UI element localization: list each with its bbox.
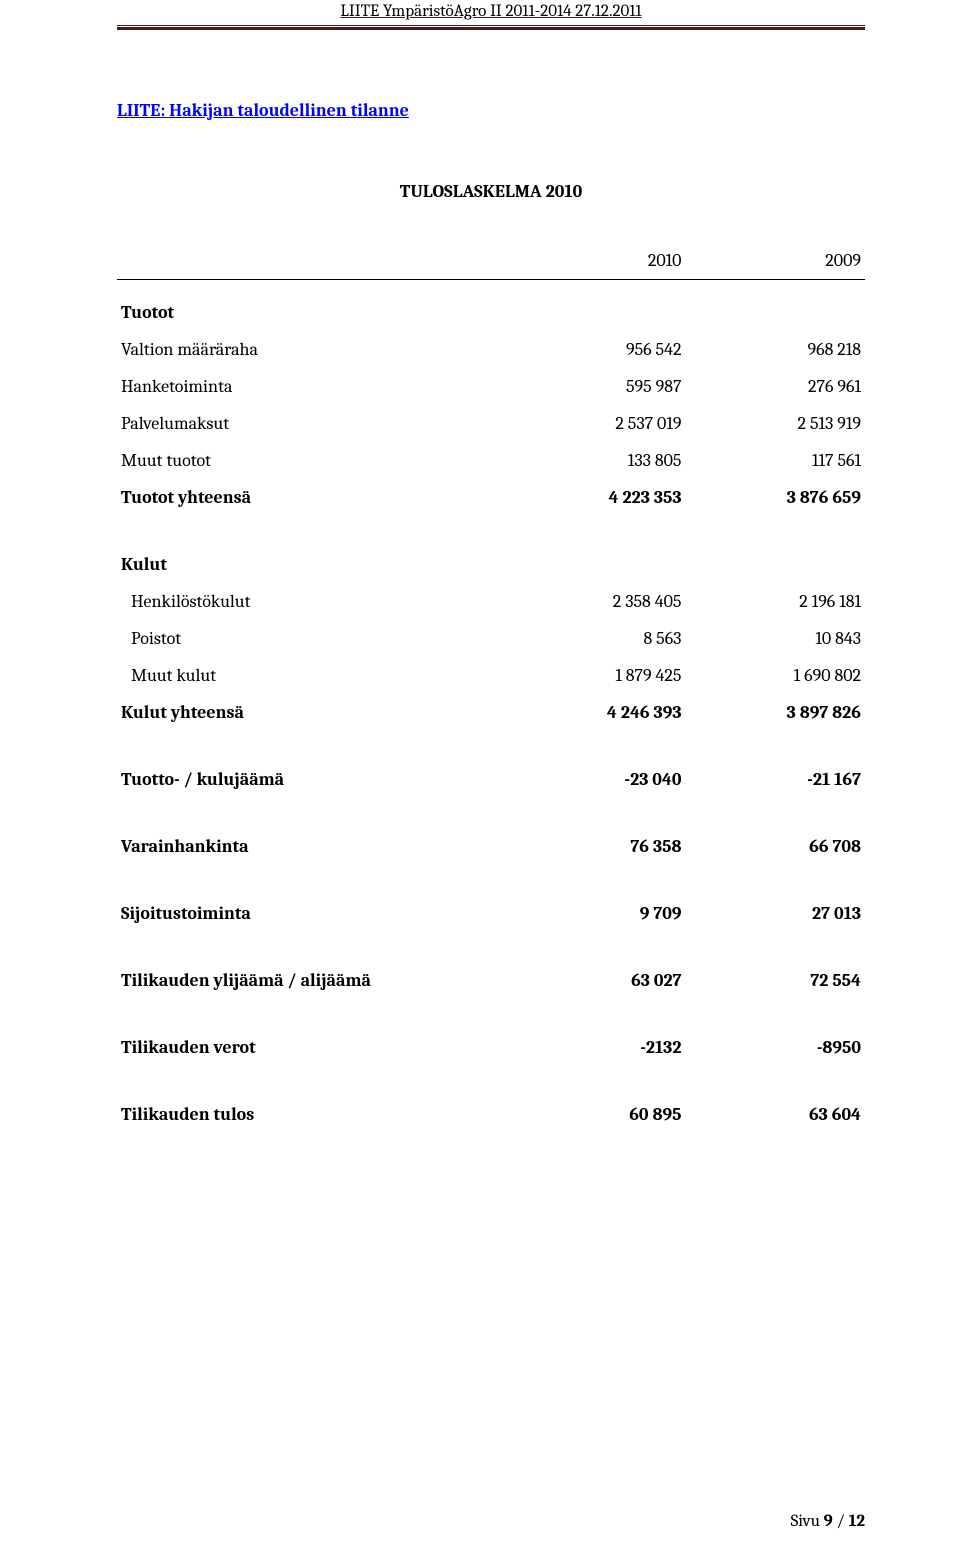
row-muut-tuotot: Muut tuotot 133 805 117 561	[117, 442, 865, 479]
val-verot-c2: -8950	[685, 1029, 865, 1066]
row-tuotto-kulujaama: Tuotto- / kulujäämä -23 040 -21 167	[117, 761, 865, 798]
row-tuotot-yht: Tuotot yhteensä 4 223 353 3 876 659	[117, 479, 865, 516]
val-hanketoiminta-c1: 595 987	[506, 368, 686, 405]
label-muut-tuotot: Muut tuotot	[117, 442, 506, 479]
row-poistot: Poistot 8 563 10 843	[117, 620, 865, 657]
row-palvelumaksut: Palvelumaksut 2 537 019 2 513 919	[117, 405, 865, 442]
label-poistot: Poistot	[117, 620, 506, 657]
val-kulut-yht-c2: 3 897 826	[685, 694, 865, 731]
val-palvelumaksut-c1: 2 537 019	[506, 405, 686, 442]
val-ylij-alij-c1: 63 027	[506, 962, 686, 999]
val-tulos-c1: 60 895	[506, 1096, 686, 1133]
section-title-link[interactable]: LIITE: Hakijan taloudellinen tilanne	[117, 100, 409, 121]
row-muut-kulut: Muut kulut 1 879 425 1 690 802	[117, 657, 865, 694]
label-tuotot-yht: Tuotot yhteensä	[117, 479, 506, 516]
val-muut-tuotot-c1: 133 805	[506, 442, 686, 479]
label-verot: Tilikauden verot	[117, 1029, 506, 1066]
label-hanketoiminta: Hanketoiminta	[117, 368, 506, 405]
kulut-header-row: Kulut	[117, 546, 865, 583]
label-henkilosto: Henkilöstökulut	[117, 583, 506, 620]
val-valtion-c1: 956 542	[506, 331, 686, 368]
row-kulut-yht: Kulut yhteensä 4 246 393 3 897 826	[117, 694, 865, 731]
val-poistot-c1: 8 563	[506, 620, 686, 657]
val-tulos-c2: 63 604	[685, 1096, 865, 1133]
label-tulos: Tilikauden tulos	[117, 1096, 506, 1133]
page: LIITE YmpäristöAgro II 2011-2014 27.12.2…	[0, 0, 960, 1557]
label-varainhankinta: Varainhankinta	[117, 828, 506, 865]
header-rule-thick	[117, 27, 865, 30]
val-hanketoiminta-c2: 276 961	[685, 368, 865, 405]
val-tuotto-kulu-c2: -21 167	[685, 761, 865, 798]
val-muut-tuotot-c2: 117 561	[685, 442, 865, 479]
year-col1: 2010	[506, 242, 686, 279]
label-ylij-alij: Tilikauden ylijäämä / alijäämä	[117, 962, 506, 999]
val-verot-c1: -2132	[506, 1029, 686, 1066]
label-muut-kulut: Muut kulut	[117, 657, 506, 694]
page-footer: Sivu 9 / 12	[791, 1512, 865, 1531]
val-ylij-alij-c2: 72 554	[685, 962, 865, 999]
label-sijoitustoiminta: Sijoitustoiminta	[117, 895, 506, 932]
label-palvelumaksut: Palvelumaksut	[117, 405, 506, 442]
val-sijoitus-c1: 9 709	[506, 895, 686, 932]
row-valtion: Valtion määräraha 956 542 968 218	[117, 331, 865, 368]
footer-label: Sivu	[791, 1512, 820, 1531]
tuotot-header: Tuotot	[117, 294, 506, 331]
footer-page: 9	[824, 1512, 833, 1531]
label-tuotto-kulujaama: Tuotto- / kulujäämä	[117, 761, 506, 798]
row-sijoitustoiminta: Sijoitustoiminta 9 709 27 013	[117, 895, 865, 932]
year-header-blank	[117, 242, 506, 279]
label-valtion: Valtion määräraha	[117, 331, 506, 368]
val-henkilosto-c2: 2 196 181	[685, 583, 865, 620]
footer-sep: /	[837, 1512, 845, 1531]
row-hanketoiminta: Hanketoiminta 595 987 276 961	[117, 368, 865, 405]
val-palvelumaksut-c2: 2 513 919	[685, 405, 865, 442]
val-tuotto-kulu-c1: -23 040	[506, 761, 686, 798]
val-valtion-c2: 968 218	[685, 331, 865, 368]
row-varainhankinta: Varainhankinta 76 358 66 708	[117, 828, 865, 865]
row-ylij-alij: Tilikauden ylijäämä / alijäämä 63 027 72…	[117, 962, 865, 999]
year-col2: 2009	[685, 242, 865, 279]
val-muut-kulut-c1: 1 879 425	[506, 657, 686, 694]
row-tulos: Tilikauden tulos 60 895 63 604	[117, 1096, 865, 1133]
val-varainhankinta-c2: 66 708	[685, 828, 865, 865]
row-verot: Tilikauden verot -2132 -8950	[117, 1029, 865, 1066]
row-henkilosto: Henkilöstökulut 2 358 405 2 196 181	[117, 583, 865, 620]
kulut-header: Kulut	[117, 546, 506, 583]
val-sijoitus-c2: 27 013	[685, 895, 865, 932]
val-varainhankinta-c1: 76 358	[506, 828, 686, 865]
val-tuotot-yht-c1: 4 223 353	[506, 479, 686, 516]
tuotot-header-row: Tuotot	[117, 294, 865, 331]
val-kulut-yht-c1: 4 246 393	[506, 694, 686, 731]
val-tuotot-yht-c2: 3 876 659	[685, 479, 865, 516]
document-title: TULOSLASKELMA 2010	[117, 181, 865, 202]
income-statement-table: 2010 2009 Tuotot Valtion määräraha 956 5…	[117, 242, 865, 1133]
val-poistot-c2: 10 843	[685, 620, 865, 657]
footer-total: 12	[849, 1512, 865, 1531]
val-henkilosto-c1: 2 358 405	[506, 583, 686, 620]
label-kulut-yht: Kulut yhteensä	[117, 694, 506, 731]
page-header: LIITE YmpäristöAgro II 2011-2014 27.12.2…	[117, 0, 865, 23]
year-header-row: 2010 2009	[117, 242, 865, 279]
val-muut-kulut-c2: 1 690 802	[685, 657, 865, 694]
header-rule-thin	[117, 25, 865, 26]
